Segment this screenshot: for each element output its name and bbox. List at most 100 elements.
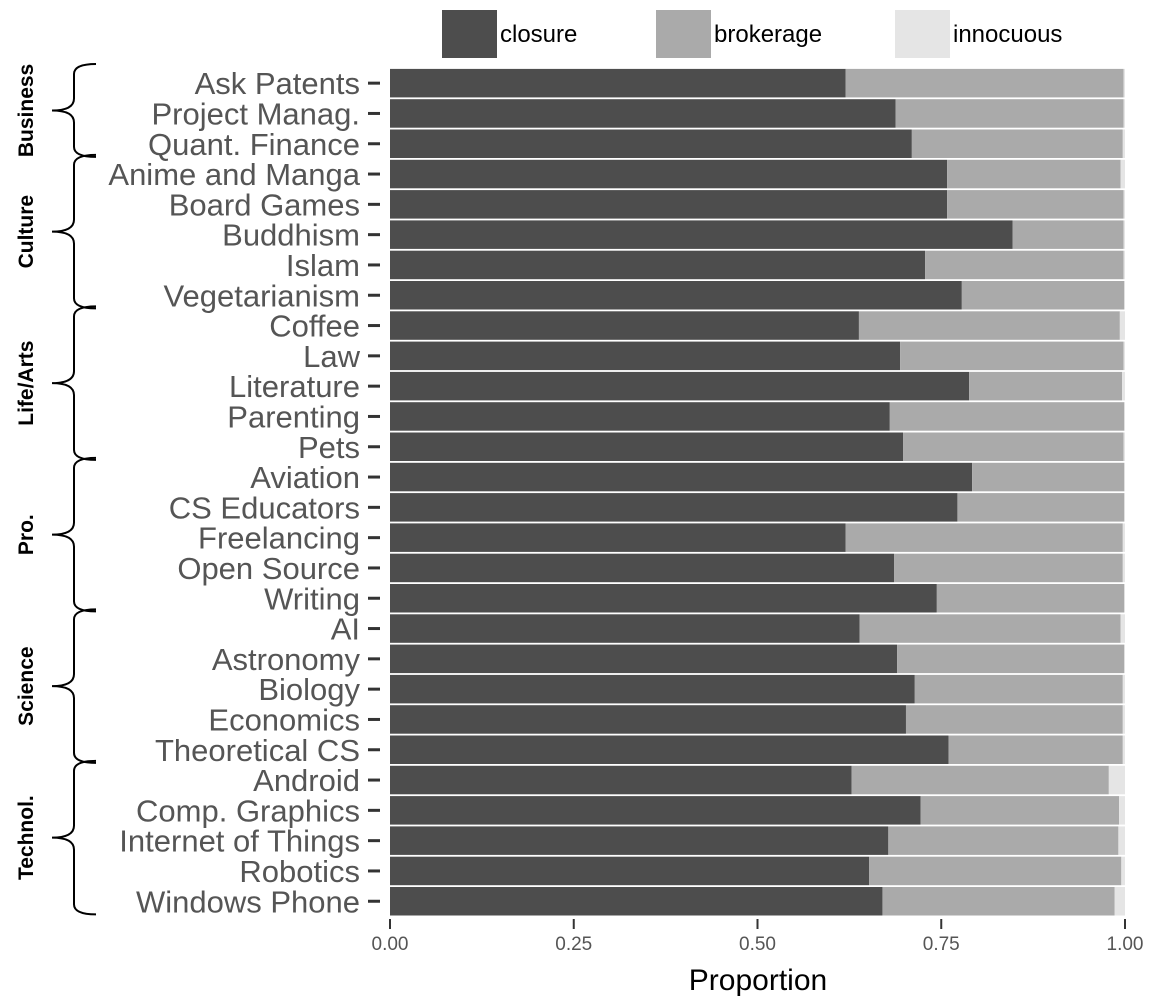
category-label: Astronomy [212,642,361,677]
category-label: Robotics [239,854,360,889]
category-label: Parenting [227,399,360,434]
category-label: Theoretical CS [155,733,360,768]
x-tick-label: 0.50 [739,934,776,955]
bar-closure [390,644,898,674]
bar-innocuous [1123,250,1125,280]
bar-innocuous [1122,523,1125,552]
bar-innocuous [1120,159,1125,189]
bar-innocuous [1122,735,1125,764]
bar-innocuous [1123,220,1125,249]
bar-innocuous [1124,493,1125,522]
bar-innocuous [1123,190,1125,219]
bar-innocuous [1123,432,1125,461]
category-label: Board Games [169,187,360,222]
group-brackets: Business Culture Life/Arts Pro. Science Techn… [15,63,97,916]
bar-brokerage [851,765,1109,795]
group-label: Pro. [15,514,38,555]
bar-closure [390,371,970,401]
bar-closure [390,159,948,189]
category-label: Windows Phone [136,884,360,919]
x-tick-label: 1.00 [1107,934,1144,955]
legend-swatch-brokerage [656,10,711,58]
bar-innocuous [1123,68,1125,98]
category-label: Economics [208,702,360,737]
group-bracket [51,608,97,764]
group-label: Life/Arts [15,341,38,426]
category-label: Aviation [250,460,360,495]
group-bracket [51,63,97,158]
bar-innocuous [1108,765,1125,795]
x-tick-label: 0.00 [372,934,409,955]
bar-innocuous [1123,341,1125,371]
bar-brokerage [948,735,1123,764]
bar-closure [390,856,870,886]
x-axis: 0.00 0.25 0.50 0.75 1.00 [372,919,1144,955]
bar-closure [390,674,915,704]
bar-brokerage [903,432,1124,461]
legend-swatch-innocuous [895,10,950,58]
bar-brokerage [914,674,1123,704]
bar-brokerage [859,614,1121,643]
category-label: Quant. Finance [148,127,360,162]
bar-brokerage [894,553,1123,583]
group-label: Science [15,646,38,725]
category-label: Freelancing [198,521,360,556]
x-axis-title: Proportion [689,964,827,997]
bar-innocuous [1124,584,1125,613]
bar-innocuous [1118,826,1125,855]
bar-innocuous [1124,281,1125,310]
category-label: CS Educators [169,490,360,525]
bar-innocuous [1124,462,1125,492]
bar-closure [390,402,890,431]
legend-label-closure: closure [500,21,577,48]
bar-innocuous [1119,311,1125,340]
bar-closure [390,584,937,613]
bar-brokerage [920,796,1120,825]
bar-innocuous [1122,371,1125,401]
legend-label-innocuous: innocuous [953,21,1062,48]
bar-closure [390,99,896,128]
bar-brokerage [888,826,1119,855]
bar-closure [390,311,859,340]
legend-swatch-closure [442,10,497,58]
bar-closure [390,281,962,310]
legend-label-brokerage: brokerage [714,21,822,48]
bar-brokerage [869,856,1122,886]
bar-closure [390,220,1013,249]
bar-brokerage [947,159,1121,189]
bar-brokerage [925,250,1124,280]
bar-brokerage [897,644,1125,674]
bar-brokerage [969,371,1123,401]
category-label: Biology [258,672,360,707]
bar-closure [390,341,901,371]
bar-brokerage [889,402,1125,431]
bar-brokerage [895,99,1124,128]
bar-brokerage [947,190,1124,219]
bar-brokerage [911,129,1123,158]
category-label: Anime and Manga [108,157,360,192]
bar-closure [390,765,852,795]
bar-brokerage [961,281,1125,310]
bar-closure [390,493,958,522]
bar-closure [390,705,906,734]
category-label: Pets [298,430,360,465]
bar-brokerage [900,341,1124,371]
bar-closure [390,735,949,764]
bars [390,68,1125,916]
bar-brokerage [845,523,1123,552]
bar-closure [390,462,973,492]
bar-closure [390,826,889,855]
category-label: Project Manag. [152,96,361,131]
bar-brokerage [957,493,1125,522]
group-label: Technol. [15,795,38,880]
bar-closure [390,432,904,461]
group-bracket [51,153,97,310]
bar-closure [390,129,912,158]
bar-closure [390,523,846,552]
bar-brokerage [882,887,1115,916]
category-label: Coffee [269,309,360,344]
bar-innocuous [1114,887,1125,916]
bar-brokerage [1012,220,1124,249]
category-label: Ask Patents [195,66,360,101]
